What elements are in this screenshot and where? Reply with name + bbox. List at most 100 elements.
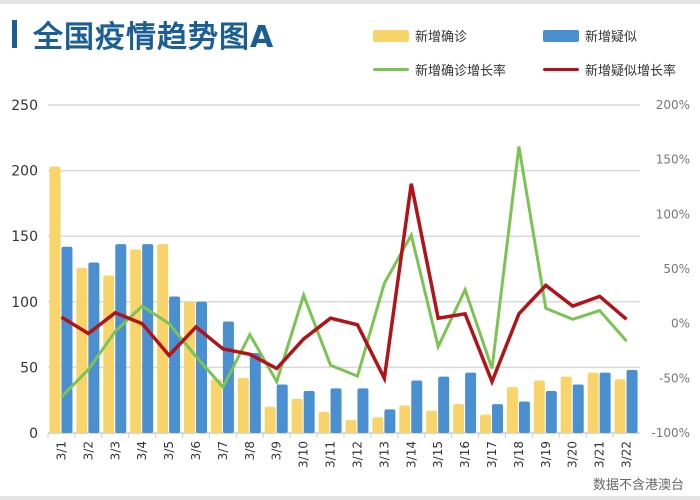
left-tick-label: 200 — [11, 164, 38, 180]
chart-title: 全国疫情趋势图A — [33, 20, 275, 55]
bar-confirmed — [399, 405, 411, 433]
left-tick-label: 100 — [11, 295, 38, 311]
bar-suspected — [330, 388, 342, 433]
right-tick-label: 50% — [663, 262, 690, 276]
bar-suspected — [384, 409, 396, 433]
x-tick-label: 3/21 — [593, 441, 607, 468]
bar-confirmed — [345, 419, 357, 433]
right-tick-label: 100% — [656, 207, 690, 221]
bar-confirmed — [560, 376, 572, 433]
bar-confirmed — [426, 410, 438, 433]
x-tick-label: 3/20 — [566, 441, 580, 468]
left-tick-label: 0 — [29, 426, 38, 442]
bar-suspected — [438, 376, 450, 433]
bottom-border — [0, 496, 700, 500]
bar-suspected — [115, 244, 127, 433]
x-tick-label: 3/8 — [243, 441, 257, 460]
x-tick-label: 3/10 — [297, 441, 311, 468]
right-tick-label: 150% — [656, 153, 690, 167]
bar-confirmed — [157, 244, 169, 433]
bar-suspected — [465, 372, 477, 433]
x-tick-label: 3/1 — [54, 441, 68, 460]
legend-item-confirmed: 新增确诊 — [373, 26, 467, 45]
bar-suspected — [518, 401, 530, 433]
x-tick-label: 3/9 — [270, 441, 284, 460]
line-series — [60, 146, 628, 398]
x-tick-label: 3/15 — [431, 441, 445, 468]
right-tick-label: -50% — [659, 371, 690, 385]
bar-confirmed — [318, 412, 330, 433]
bar-confirmed — [264, 406, 276, 433]
legend-swatch-confirmed — [373, 29, 409, 42]
bar-confirmed — [130, 249, 142, 433]
right-tick-label: -100% — [651, 426, 690, 440]
source-note: 数据不含港澳台 — [592, 478, 684, 493]
legend-swatch-suspected — [543, 29, 579, 42]
bar-confirmed — [76, 267, 88, 433]
x-tick-label: 3/22 — [620, 441, 634, 468]
bar-suspected — [169, 296, 181, 433]
bar-suspected — [492, 404, 503, 433]
bar-suspected — [599, 372, 611, 433]
bar-suspected — [249, 352, 261, 433]
bar-suspected — [411, 380, 423, 433]
x-tick-label: 3/3 — [108, 441, 122, 460]
left-tick-label: 150 — [11, 229, 38, 245]
bar-confirmed — [480, 414, 491, 433]
legend-label: 新增疑似增长率 — [585, 64, 677, 79]
x-tick-label: 3/11 — [324, 441, 338, 468]
x-tick-label: 3/17 — [485, 441, 499, 468]
top-border — [0, 0, 700, 4]
left-tick-label: 250 — [11, 98, 38, 114]
bar-suspected — [276, 384, 288, 433]
title-block: 全国疫情趋势图A — [12, 14, 275, 55]
line-suspected-rate — [60, 183, 628, 387]
bar-confirmed — [103, 275, 115, 433]
line-confirmed-rate — [60, 146, 628, 398]
right-axis-ticks: -100% -50% 0% 50% 100% 150% 200% — [651, 98, 690, 440]
x-tick-label: 3/5 — [162, 441, 176, 460]
x-tick-label: 3/4 — [135, 441, 149, 460]
x-axis-ticks: 3/1 3/2 3/3 3/4 3/5 3/6 3/7 3/8 3/9 3/10 3/11 3/12 3… — [47, 433, 634, 468]
bar-suspected — [357, 388, 369, 433]
x-tick-label: 3/16 — [458, 441, 472, 468]
bar-suspected — [88, 262, 100, 433]
legend-label: 新增确诊增长率 — [415, 64, 507, 79]
chart-legend: 新增确诊 新增疑似 新增确诊增长率 新增疑似增长率 — [365, 22, 695, 82]
bar-suspected — [303, 391, 315, 433]
legend-label: 新增疑似 — [585, 30, 638, 45]
bar-suspected — [61, 246, 73, 433]
legend-swatch-suspected-rate — [543, 68, 579, 71]
x-tick-label: 3/2 — [81, 441, 95, 460]
x-tick-label: 3/18 — [512, 441, 526, 468]
bar-confirmed — [533, 380, 545, 433]
x-tick-label: 3/12 — [350, 441, 364, 468]
bar-series — [49, 166, 638, 433]
legend-item-suspected-rate: 新增疑似增长率 — [543, 60, 676, 79]
x-tick-label: 3/13 — [377, 441, 391, 468]
bar-suspected — [545, 391, 557, 433]
x-tick-label: 3/19 — [539, 441, 553, 468]
right-tick-label: 200% — [656, 98, 690, 112]
legend-item-suspected: 新增疑似 — [543, 26, 637, 45]
bar-suspected — [572, 384, 584, 433]
bar-confirmed — [587, 372, 599, 433]
legend-label: 新增确诊 — [415, 30, 468, 45]
bar-confirmed — [184, 301, 195, 433]
bar-confirmed — [237, 377, 249, 433]
bar-confirmed — [49, 166, 61, 433]
bar-confirmed — [453, 404, 465, 433]
bar-confirmed — [506, 387, 518, 433]
left-axis-ticks: 0 50 100 150 200 250 — [11, 98, 38, 442]
right-tick-label: 0% — [671, 317, 690, 331]
legend-swatch-confirmed-rate — [373, 68, 409, 71]
bar-confirmed — [372, 417, 384, 433]
x-tick-label: 3/6 — [189, 441, 203, 460]
x-tick-label: 3/14 — [404, 441, 418, 468]
left-tick-label: 50 — [20, 360, 38, 376]
bar-confirmed — [614, 379, 626, 433]
title-accent-bar — [12, 20, 17, 48]
bar-suspected — [142, 244, 154, 433]
bar-suspected — [626, 370, 638, 433]
